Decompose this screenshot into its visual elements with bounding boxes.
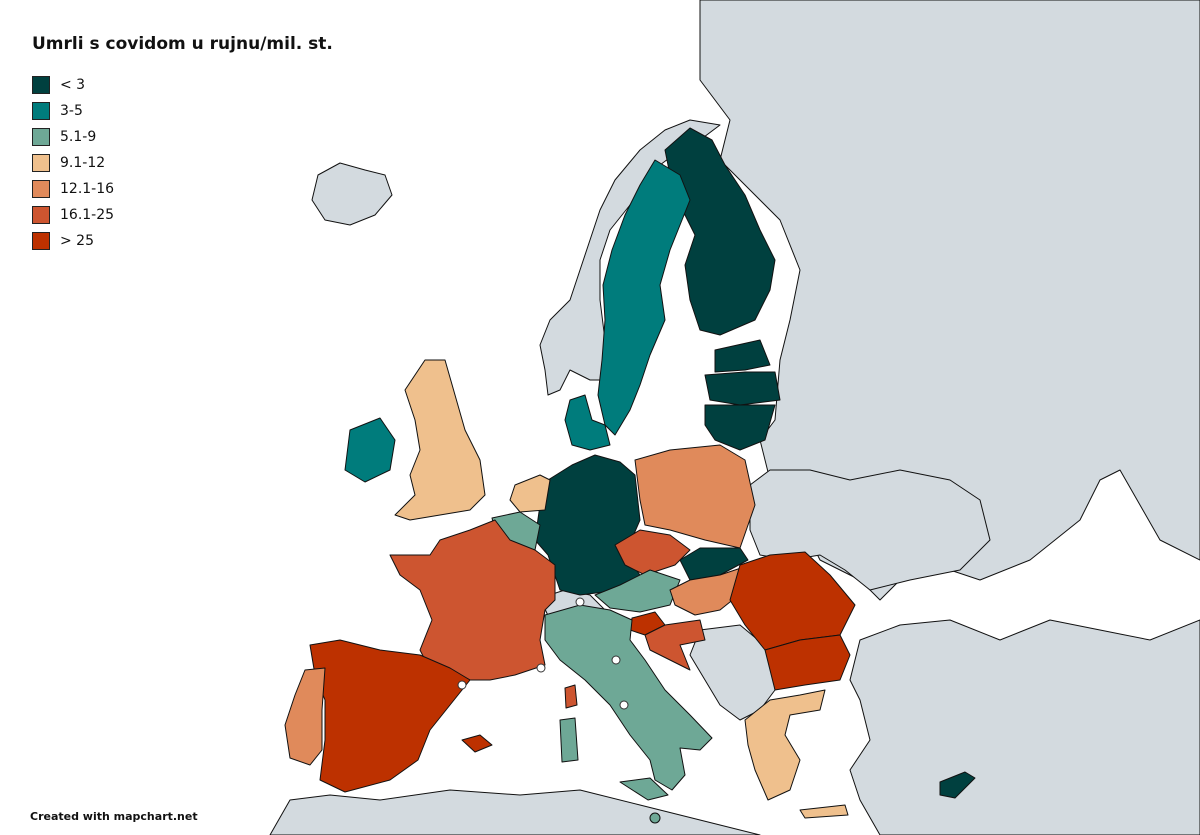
microstate-liechtenstein xyxy=(575,597,585,607)
microstate-san-marino xyxy=(611,655,621,665)
legend-item: 9.1-12 xyxy=(32,150,114,176)
country-france xyxy=(389,519,556,681)
country-estonia xyxy=(714,339,771,373)
legend-label: < 3 xyxy=(60,77,86,93)
legend-item: > 25 xyxy=(32,228,114,254)
country-greece xyxy=(744,689,826,801)
legend-swatch xyxy=(32,154,50,172)
legend-label: 3-5 xyxy=(60,103,83,119)
legend-label: 9.1-12 xyxy=(60,155,106,171)
legend: < 3 3-5 5.1-9 9.1-12 12.1-16 16.1-25 > 2… xyxy=(32,72,114,254)
legend-label: 16.1-25 xyxy=(60,207,115,223)
legend-item: 16.1-25 xyxy=(32,202,114,228)
country-bulgaria xyxy=(764,634,851,691)
legend-label: 12.1-16 xyxy=(60,181,115,197)
legend-item: 3-5 xyxy=(32,98,114,124)
country-malta xyxy=(649,812,661,824)
country-balearic xyxy=(461,734,493,753)
country-spain xyxy=(309,639,471,793)
country-denmark xyxy=(564,394,611,451)
microstate-andorra xyxy=(457,680,467,690)
legend-swatch xyxy=(32,76,50,94)
microstate-vatican xyxy=(619,700,629,710)
country-croatia xyxy=(644,619,706,671)
legend-item: < 3 xyxy=(32,72,114,98)
map-title: Umrli s covidom u rujnu/mil. st. xyxy=(32,34,333,54)
legend-swatch xyxy=(32,206,50,224)
legend-swatch xyxy=(32,232,50,250)
country-ireland xyxy=(344,417,396,483)
country-czechia xyxy=(614,529,691,576)
country-netherlands xyxy=(509,474,551,513)
legend-item: 5.1-9 xyxy=(32,124,114,150)
country-corsica xyxy=(564,684,578,709)
legend-label: 5.1-9 xyxy=(60,129,97,145)
credit-text: Created with mapchart.net xyxy=(30,810,198,823)
legend-swatch xyxy=(32,102,50,120)
country-sardinia xyxy=(559,717,579,763)
country-italy xyxy=(544,604,713,791)
microstate-monaco xyxy=(536,663,546,673)
land-iceland xyxy=(311,162,393,226)
land-turkey-balkans-east xyxy=(849,619,1200,835)
country-sicily xyxy=(619,777,669,801)
country-portugal xyxy=(284,667,326,766)
country-latvia xyxy=(704,371,781,406)
legend-swatch xyxy=(32,128,50,146)
country-crete xyxy=(799,804,849,819)
legend-swatch xyxy=(32,180,50,198)
country-uk xyxy=(394,359,486,521)
country-lithuania xyxy=(704,404,776,451)
country-cyprus xyxy=(939,771,976,799)
land-north-africa xyxy=(269,789,761,835)
legend-item: 12.1-16 xyxy=(32,176,114,202)
legend-label: > 25 xyxy=(60,233,94,249)
country-sweden xyxy=(597,159,691,436)
